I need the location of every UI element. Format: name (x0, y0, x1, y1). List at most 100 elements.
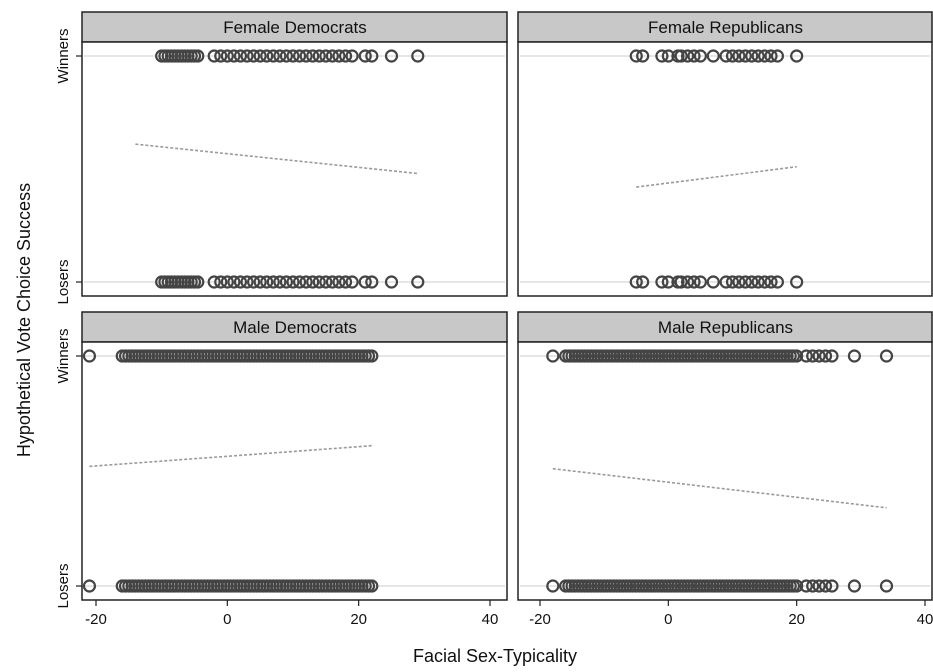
y-tick-label: Losers (55, 563, 72, 608)
facet-title: Female Democrats (223, 18, 367, 37)
loser-point (286, 275, 300, 289)
winner-point (299, 49, 313, 63)
fit-line (636, 165, 797, 188)
loser-point (770, 275, 785, 289)
x-tick-label: 20 (788, 611, 805, 628)
fit-line (89, 444, 372, 468)
winner-point (332, 49, 346, 63)
loser-point (207, 275, 221, 289)
winner-point (674, 49, 688, 63)
winner-point (661, 49, 675, 63)
plot-area (81, 341, 508, 601)
loser-point (319, 275, 333, 289)
loser-point (384, 275, 399, 289)
facet-strip (517, 11, 933, 43)
loser-point (661, 275, 675, 289)
facet-title: Male Republicans (658, 318, 793, 337)
loser-point (299, 275, 313, 289)
winner-point (546, 349, 560, 363)
winner-point (279, 49, 294, 63)
loser-point (279, 275, 294, 289)
winner-point (706, 49, 720, 63)
winner-point (825, 349, 839, 363)
winner-point (266, 49, 280, 63)
winner-point (207, 49, 221, 63)
winner-point (286, 49, 300, 63)
plot-area (517, 41, 933, 297)
winner-point (273, 49, 287, 63)
winner-point (253, 49, 267, 63)
loser-point (879, 579, 894, 593)
loser-point (636, 275, 650, 289)
winner-point (687, 49, 701, 63)
facet-panel: Female Republicans (517, 11, 933, 297)
loser-point (260, 275, 274, 289)
winner-point (770, 49, 785, 63)
loser-point (790, 579, 804, 593)
x-tick-label: 0 (223, 611, 231, 628)
winner-point (312, 49, 326, 63)
winner-point (358, 49, 372, 63)
loser-point (812, 579, 826, 593)
loser-point (629, 275, 643, 289)
loser-point (674, 275, 688, 289)
plot-area (81, 41, 508, 297)
winner-point (292, 49, 307, 63)
loser-point (191, 275, 205, 289)
x-tick-label: -20 (85, 611, 107, 628)
winner-point (719, 49, 733, 63)
winner-point (757, 49, 772, 63)
loser-point (325, 275, 339, 289)
loser-point (706, 275, 720, 289)
winner-point (806, 349, 820, 363)
loser-point (345, 275, 359, 289)
loser-point (799, 579, 813, 593)
loser-point (338, 275, 353, 289)
loser-point (818, 579, 833, 593)
winner-point (191, 49, 205, 63)
loser-point (82, 579, 97, 593)
x-tick-label: 40 (482, 611, 499, 628)
winner-point (745, 49, 759, 63)
loser-point (806, 579, 820, 593)
y-tick-label: Losers (55, 259, 72, 304)
winner-point (384, 49, 399, 63)
loser-point (745, 275, 759, 289)
x-tick-label: 20 (350, 611, 367, 628)
y-tick-label: Winners (55, 328, 72, 383)
winner-point (365, 49, 379, 63)
facet-panel: Male Democrats Winners Losers -20 0 20 40 (55, 311, 508, 628)
winner-point (325, 49, 339, 63)
facet-panel: Male Republicans -20 0 20 40 (517, 311, 933, 628)
loser-point (757, 275, 772, 289)
winner-point (790, 49, 804, 63)
loser-point (247, 275, 261, 289)
loser-point (825, 579, 839, 593)
loser-point (732, 275, 746, 289)
loser-point (358, 275, 372, 289)
loser-point (312, 275, 326, 289)
winner-point (247, 49, 261, 63)
winner-point (220, 49, 234, 63)
winner-point (338, 49, 353, 63)
winner-point (680, 49, 695, 63)
loser-point (220, 275, 234, 289)
loser-point (253, 275, 267, 289)
x-tick-label: 40 (917, 611, 933, 628)
loser-point (266, 275, 280, 289)
loser-point (751, 275, 765, 289)
loser-point (227, 275, 241, 289)
loser-point (240, 275, 254, 289)
loser-point (847, 579, 862, 593)
winner-point (751, 49, 765, 63)
facet-panel: Female Democrats Winners Losers (55, 11, 508, 305)
winner-point (847, 349, 862, 363)
winner-point (365, 349, 379, 363)
loser-point (655, 275, 669, 289)
loser-point (214, 275, 228, 289)
winner-point (812, 349, 826, 363)
winner-point (725, 49, 740, 63)
winner-point (818, 349, 833, 363)
winner-point (629, 49, 643, 63)
winner-point (82, 349, 97, 363)
